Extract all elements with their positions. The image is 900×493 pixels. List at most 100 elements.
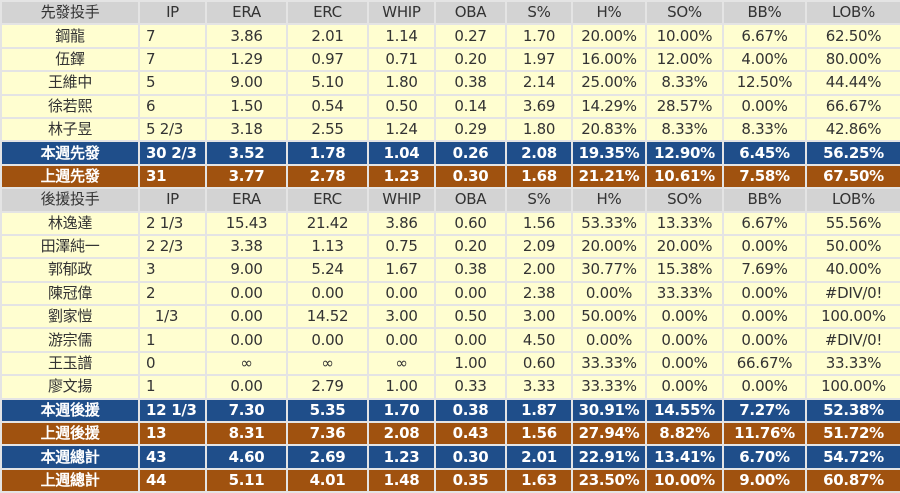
stat-cell: 15.43	[205, 210, 288, 236]
stat-cell: 0.00%	[722, 93, 807, 119]
stat-cell: 0.00%	[722, 304, 807, 330]
stat-cell: 23.50%	[571, 467, 647, 493]
stat-cell: 8.33%	[645, 116, 724, 143]
stat-cell: 16.00%	[571, 46, 647, 73]
stat-cell: 3.00	[367, 304, 436, 330]
pitcher-row: 廖文揚 1 0.00 2.79 1.00 0.33 3.33 33.33% 0.00% 0.00%…	[0, 374, 900, 400]
stat-cell: 0.00%	[645, 304, 724, 330]
column-header: IP	[138, 187, 207, 213]
stat-cell: 54.72%	[805, 444, 900, 470]
stat-cell: 2.00	[505, 257, 573, 283]
stat-cell: 0.00%	[645, 350, 724, 377]
stat-cell: 6.67%	[722, 23, 807, 49]
stat-cell: 0.30	[434, 444, 507, 470]
stat-cell: 1.80	[505, 116, 573, 143]
stat-cell: 31	[138, 163, 207, 190]
stat-cell: 33.33%	[805, 350, 900, 377]
stat-cell: 2.01	[505, 444, 573, 470]
stat-cell: 6	[138, 93, 207, 119]
stat-cell: 0.00%	[571, 280, 647, 307]
column-header: S%	[505, 0, 573, 26]
summary-row: 本週總計 43 4.60 2.69 1.23 0.30 2.01 22.91% 13.41% 6.…	[0, 444, 900, 470]
stat-cell: 44	[138, 467, 207, 493]
stat-cell: 5.24	[286, 257, 369, 283]
stat-cell: 3.69	[505, 93, 573, 119]
stat-cell: 2.38	[505, 280, 573, 307]
stat-cell: 1.04	[367, 140, 436, 166]
stat-cell: 0.00%	[571, 327, 647, 353]
stat-cell: 43	[138, 444, 207, 470]
stat-cell: 2.01	[286, 23, 369, 49]
stat-cell: 8.31	[205, 421, 288, 447]
stat-cell: 20.00%	[645, 233, 724, 260]
stat-cell: 1.67	[367, 257, 436, 283]
stat-cell: 0.00%	[645, 327, 724, 353]
stat-cell: 0.26	[434, 140, 507, 166]
stat-cell: 22.91%	[571, 444, 647, 470]
stat-cell: 21.42	[286, 210, 369, 236]
stat-cell: 13.33%	[645, 210, 724, 236]
stat-cell: 2.08	[505, 140, 573, 166]
stat-cell: 1.87	[505, 397, 573, 424]
stat-cell: 51.72%	[805, 421, 900, 447]
stat-cell: 1.56	[505, 210, 573, 236]
stat-cell: 19.35%	[571, 140, 647, 166]
row-name: 廖文揚	[0, 374, 140, 400]
stat-cell: 7.30	[205, 397, 288, 424]
stat-cell: 0.00%	[722, 327, 807, 353]
stat-cell: 0.38	[434, 397, 507, 424]
stat-cell: 2.69	[286, 444, 369, 470]
stat-cell: 0.00	[367, 280, 436, 307]
pitcher-row: 王維中 5 9.00 5.10 1.80 0.38 2.14 25.00% 8.33% 12.50…	[0, 70, 900, 96]
stat-cell: 0.97	[286, 46, 369, 73]
stat-cell: 67.50%	[805, 163, 900, 190]
stat-cell: 0.27	[434, 23, 507, 49]
stat-cell: 1/3	[138, 304, 207, 330]
stat-cell: 1.13	[286, 233, 369, 260]
stat-cell: 33.33%	[645, 280, 724, 307]
stat-cell: 53.33%	[571, 210, 647, 236]
stat-cell: 8.33%	[645, 70, 724, 96]
row-name: 上週總計	[0, 467, 140, 493]
stat-cell: 3.86	[205, 23, 288, 49]
pitcher-row: 林逸達 2 1/3 15.43 21.42 3.86 0.60 1.56 53.33% 13.3…	[0, 210, 900, 236]
stat-cell: 0.50	[434, 304, 507, 330]
stat-cell: 1.97	[505, 46, 573, 73]
stat-cell: 7.36	[286, 421, 369, 447]
column-header: SO%	[645, 187, 724, 213]
stat-cell: 3.86	[367, 210, 436, 236]
stat-cell: 12.00%	[645, 46, 724, 73]
pitcher-row: 王玉譜 0 ∞ ∞ ∞ 1.00 0.60 33.33% 0.00% 66.67% 33.33%	[0, 350, 900, 377]
stat-cell: 5.35	[286, 397, 369, 424]
section-header-row: 後援投手 IP ERA ERC WHIP OBA S% H% SO% BB% LOB%	[0, 187, 900, 213]
stat-cell: 0.54	[286, 93, 369, 119]
stat-cell: 66.67%	[805, 93, 900, 119]
stat-cell: 9.00	[205, 257, 288, 283]
stat-cell: 12.50%	[722, 70, 807, 96]
column-header: H%	[571, 187, 647, 213]
row-name: 田澤純一	[0, 233, 140, 260]
stat-cell: 0.00	[434, 280, 507, 307]
stat-cell: 30.77%	[571, 257, 647, 283]
row-name: 本週先發	[0, 140, 140, 166]
stat-cell: 14.55%	[645, 397, 724, 424]
stat-cell: 0.33	[434, 374, 507, 400]
stat-cell: 3.18	[205, 116, 288, 143]
stat-cell: 1.23	[367, 163, 436, 190]
stat-cell: 0.38	[434, 70, 507, 96]
stat-cell: 2.09	[505, 233, 573, 260]
stat-cell: 0.00	[434, 327, 507, 353]
section-title: 先發投手	[0, 0, 140, 26]
stat-cell: 0	[138, 350, 207, 377]
stat-cell: 30 2/3	[138, 140, 207, 166]
stat-cell: 0.60	[434, 210, 507, 236]
column-header: IP	[138, 0, 207, 26]
stat-cell: 9.00	[205, 70, 288, 96]
stat-cell: 7.58%	[722, 163, 807, 190]
stat-cell: 1.78	[286, 140, 369, 166]
stat-cell: 5 2/3	[138, 116, 207, 143]
stat-cell: 0.00	[367, 327, 436, 353]
stat-cell: 0.00	[205, 280, 288, 307]
stat-cell: 1.00	[434, 350, 507, 377]
pitcher-row: 劉家愷 1/3 0.00 14.52 3.00 0.50 3.00 50.00% 0.00% 0…	[0, 304, 900, 330]
